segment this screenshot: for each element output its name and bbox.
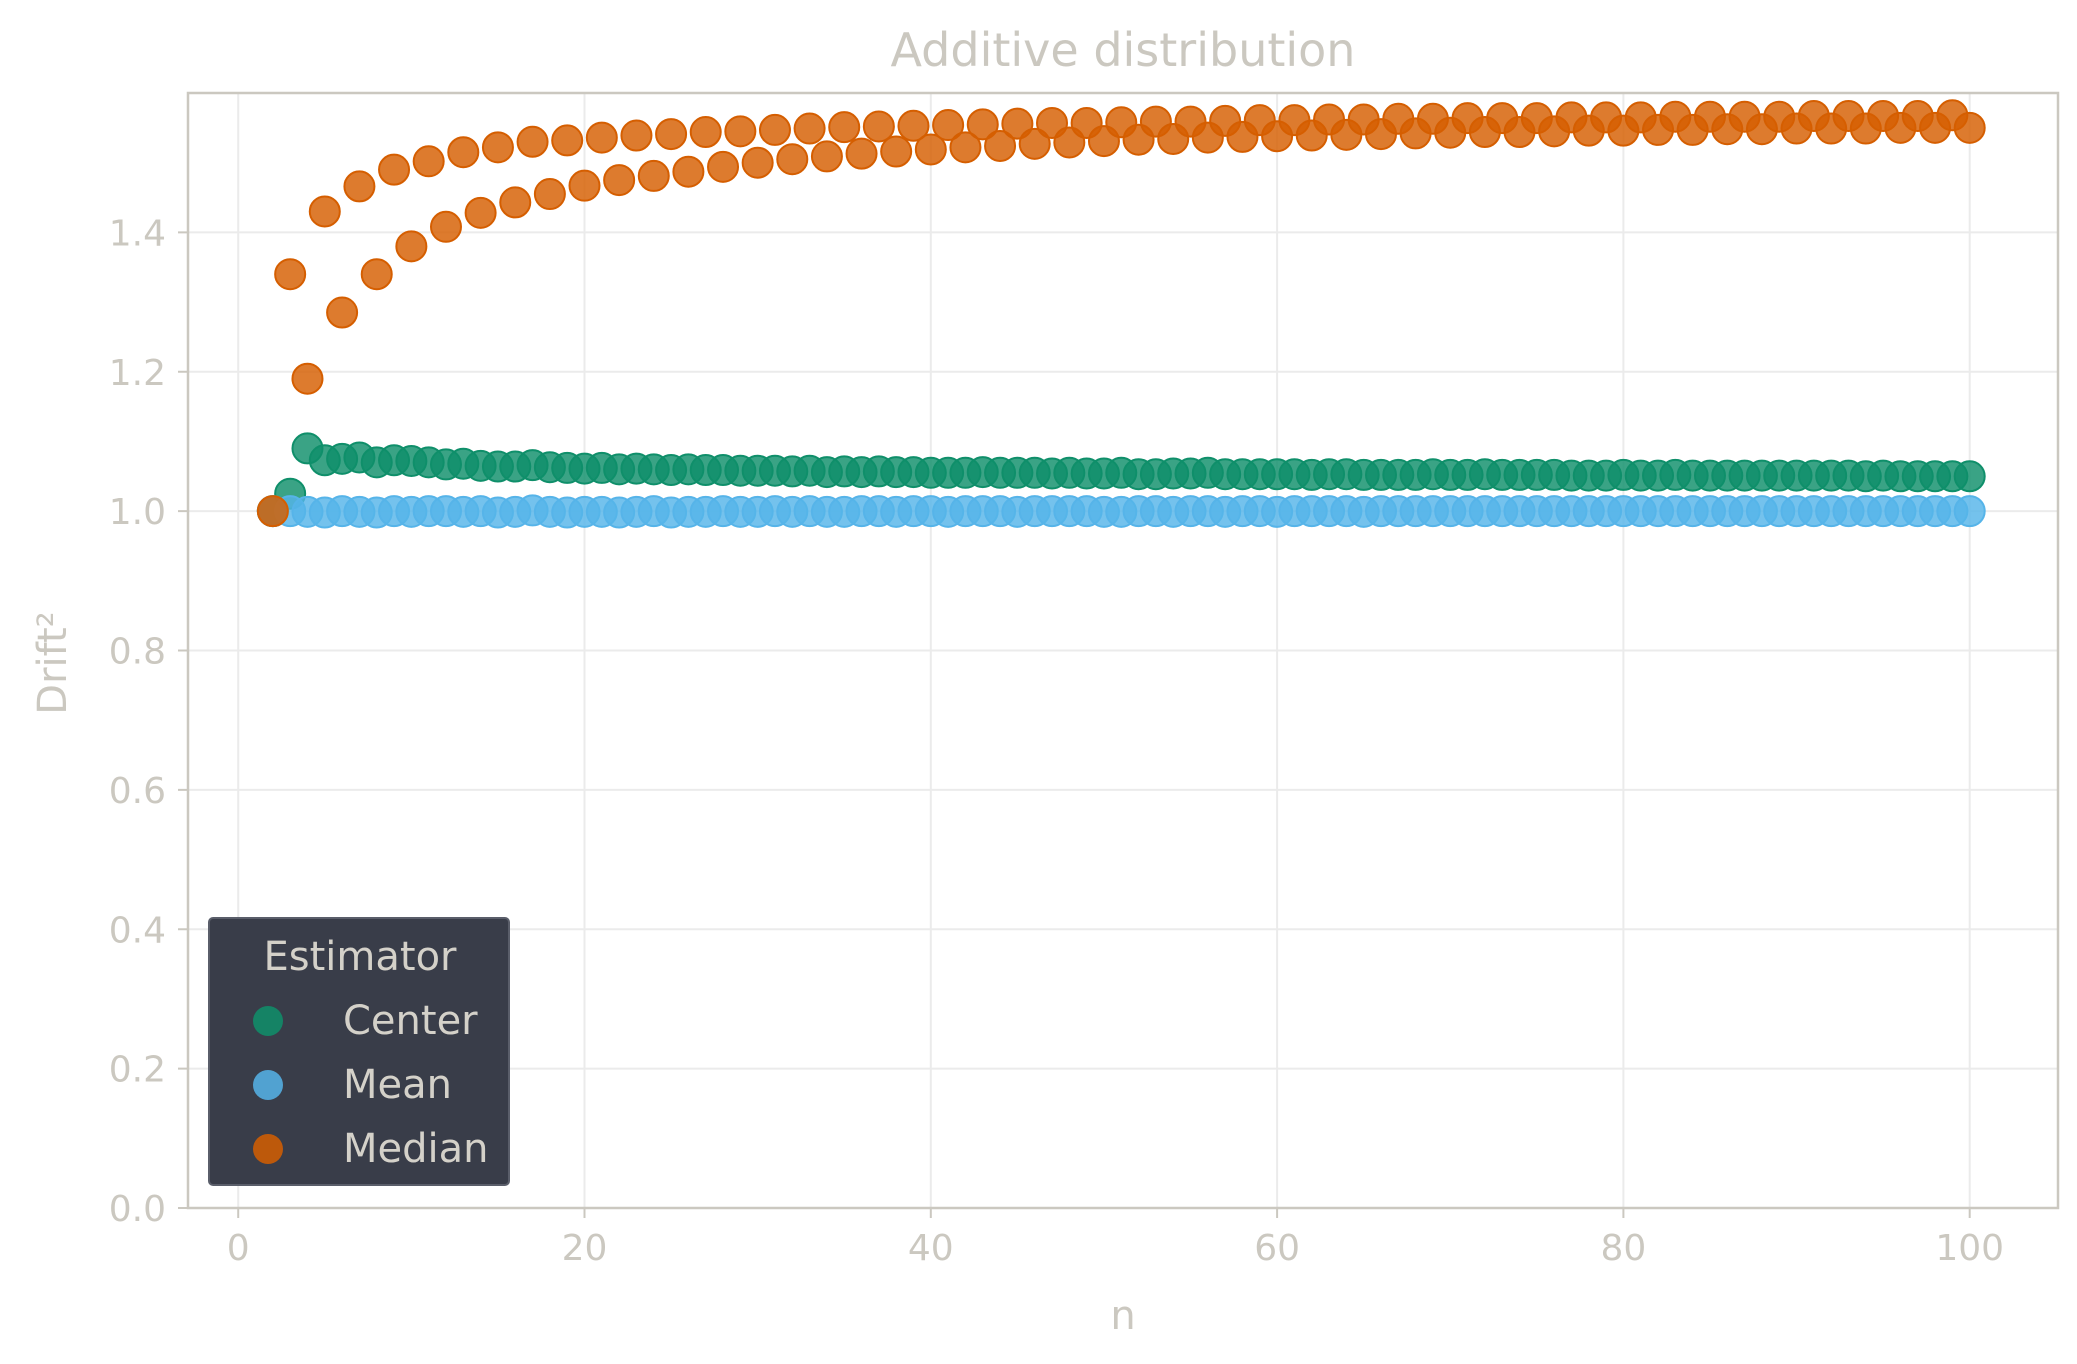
legend-label-mean: Mean [343,1062,452,1108]
x-tick-label: 80 [1600,1228,1646,1269]
legend-label-center: Center [343,998,478,1044]
point-median [897,109,930,142]
legend-marker-median [253,1134,283,1164]
point-median [274,258,307,291]
point-center [1953,460,1986,493]
y-axis-label: Drift² [30,611,76,714]
legend-label-median: Median [343,1126,489,1172]
point-median [758,113,791,146]
y-tick-label: 0.4 [109,910,166,951]
point-median [533,178,566,211]
point-median [620,119,653,152]
point-median [464,196,497,229]
point-median [481,131,514,164]
axis-ticks: 0 20 40 60 80 100 0.0 0.2 0.4 0.6 0.8 1.0 1.2 1.4 [109,213,2004,1269]
chart-title: Additive distribution [891,23,1356,77]
point-median [395,230,428,263]
point-median [845,137,878,170]
point-median [966,108,999,141]
point-median [603,164,636,197]
point-median [429,210,462,243]
point-median [637,159,670,192]
point-median [932,109,965,142]
point-median [776,143,809,176]
point-median [689,116,722,149]
point-median [551,124,584,157]
point-median [741,146,774,179]
point-median [672,155,705,188]
point-median [862,110,895,143]
series-mean [256,494,1986,529]
x-tick-label: 60 [1254,1228,1300,1269]
point-median [308,195,341,228]
point-median [880,135,913,168]
series-median [256,99,1986,528]
point-median [568,169,601,202]
x-tick-label: 40 [908,1228,954,1269]
y-tick-label: 0.2 [109,1050,166,1091]
point-median [412,145,445,178]
x-tick-label: 100 [1935,1228,2004,1269]
legend-box [208,917,510,1186]
legend-marker-mean [253,1070,283,1100]
point-median [447,136,480,169]
point-median [724,115,757,148]
point-median [291,362,324,395]
point-median [256,495,289,528]
point-median [585,121,618,154]
point-median [914,133,947,166]
point-median [360,258,393,291]
y-tick-label: 1.2 [109,353,166,394]
point-median [655,118,688,151]
x-tick-label: 0 [227,1228,250,1269]
y-tick-label: 1.0 [109,492,166,533]
point-median [949,131,982,164]
point-median [793,112,826,145]
x-tick-label: 20 [562,1228,608,1269]
data-points [256,99,1986,529]
point-median [984,129,1017,162]
legend-title: Estimator [264,934,458,980]
point-median [1018,127,1051,160]
point-median [828,111,861,144]
point-median [707,150,740,183]
point-median [1001,107,1034,140]
point-median [378,153,411,186]
point-median [343,170,376,203]
point-median [516,125,549,158]
legend-marker-center [253,1006,283,1036]
legend: Estimator Center Mean Median [208,917,510,1186]
y-tick-label: 0.6 [109,771,166,812]
point-median [810,140,843,173]
point-median [499,186,532,219]
point-median [326,296,359,329]
series-center [256,432,1986,528]
point-median [1953,111,1986,144]
point-mean [1953,495,1986,528]
y-tick-label: 0.0 [109,1189,166,1230]
y-tick-label: 1.4 [109,213,166,254]
y-tick-label: 0.8 [109,632,166,673]
x-axis-label: n [1110,1293,1135,1339]
